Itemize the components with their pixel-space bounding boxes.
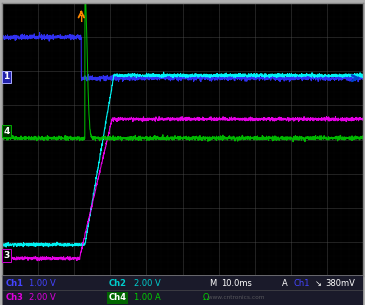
Text: ↘: ↘ <box>314 279 322 288</box>
Text: 3: 3 <box>3 251 9 260</box>
Text: 1: 1 <box>3 72 9 81</box>
Text: Ch1: Ch1 <box>294 279 310 288</box>
Text: T: T <box>78 15 84 24</box>
Text: 2.00 V: 2.00 V <box>29 293 56 302</box>
Text: 10.0ms: 10.0ms <box>222 279 253 288</box>
Text: M: M <box>210 279 217 288</box>
Text: 1.00 A: 1.00 A <box>134 293 161 302</box>
Text: 2.00 V: 2.00 V <box>134 279 161 288</box>
Text: Ch1: Ch1 <box>5 279 23 288</box>
Text: www.cntronics.com: www.cntronics.com <box>204 296 265 300</box>
Text: 4: 4 <box>3 127 10 136</box>
Text: A: A <box>282 279 288 288</box>
Text: Ch4: Ch4 <box>108 293 126 302</box>
Text: Ω: Ω <box>202 293 209 302</box>
Text: Ch2: Ch2 <box>108 279 126 288</box>
Text: 1.00 V: 1.00 V <box>29 279 56 288</box>
Text: 380mV: 380mV <box>325 279 355 288</box>
Text: Ch3: Ch3 <box>5 293 23 302</box>
